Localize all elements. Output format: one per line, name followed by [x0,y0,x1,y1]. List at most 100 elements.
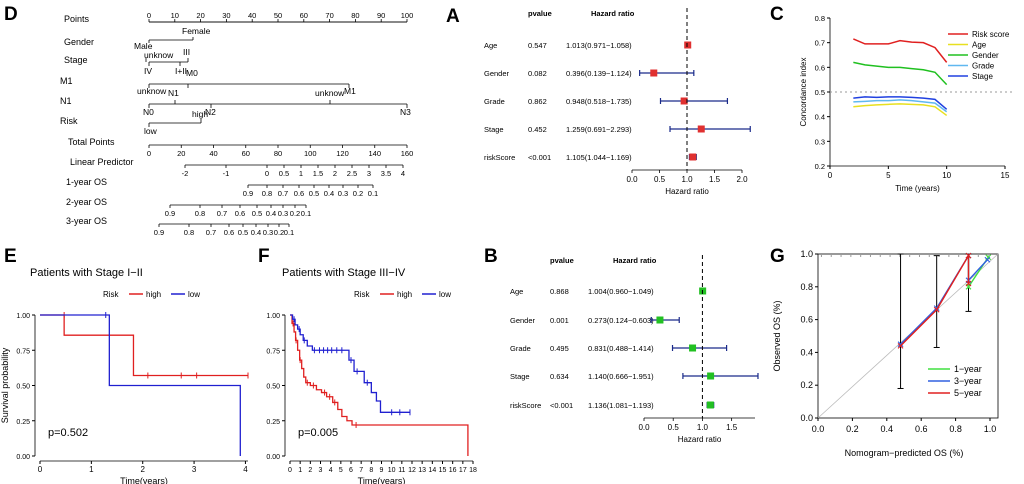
forest-row-label: Grade [484,97,505,106]
forest-hr-marker [707,372,715,380]
panel-letter-g: G [770,246,785,267]
forest-row-label: riskScore [484,153,515,162]
km-x-tick-label: 11 [398,467,405,474]
km-y-tick-label: 0.50 [266,384,280,391]
cindex-series-line [853,61,948,86]
calib-legend-label: 3−year [954,376,982,386]
km-x-tick-label: 0 [38,465,43,474]
nomo-points-tick-label: 50 [274,11,282,20]
km-x-tick-label: 7 [359,467,363,474]
forest-row-hr-text: 0.396(0.139−1.124) [566,69,632,78]
nomo-lp-tick-label: -1 [223,169,230,178]
nomo-os1-tick-label: 0.1 [368,189,378,198]
nomo-stage-iii: III [183,47,190,57]
forest-x-label: Hazard ratio [678,435,722,444]
calib-x-tick-label: 0.6 [915,424,928,434]
calib-y-tick-label: 0.0 [800,413,813,423]
nomo-os2-tick-label: 0.5 [252,209,262,218]
km-x-tick-label: 8 [369,467,373,474]
nomo-risk-high: high [192,109,208,119]
nomo-os2-tick-label: 0.2 [290,209,300,218]
nomo-os2-tick-label: 0.7 [217,209,227,218]
forest-hr-marker [650,69,658,77]
nomo-os3-tick-label: 0.6 [224,228,234,237]
nomo-os1-tick-label: 0.2 [353,189,363,198]
calib-y-tick-label: 0.6 [800,315,813,325]
km-curve [40,314,241,456]
panel-letter-c: C [770,4,784,25]
km-legend-label: low [188,290,200,299]
nomo-m1-m0: M0 [186,68,198,78]
nomo-m1-unknow: unknow [137,86,167,96]
km-x-tick-label: 2 [308,467,312,474]
km-y-tick-label: 0.25 [266,419,280,426]
forest-x-tick-label: 2.0 [736,175,748,184]
cindex-legend-label: Grade [972,62,995,71]
nomo-label-points: Points [64,14,90,24]
calib-x-label: Nomogram−predicted OS (%) [845,448,964,458]
km-pvalue: p=0.502 [48,427,88,439]
nomo-label-stage: Stage [64,55,88,65]
forest-row-hr-text: 1.105(1.044−1.169) [566,153,632,162]
nomo-label-os3: 3-year OS [66,216,107,226]
km-y-tick-label: 1.00 [16,313,30,320]
km-y-tick-label: 0.00 [266,454,280,461]
forest-row-label: Stage [510,372,530,381]
panel-letter-f: F [258,246,270,267]
nomo-label-os1: 1-year OS [66,177,107,187]
nomo-stage-iv: IV [144,66,152,76]
forest-x-tick-label: 0.0 [626,175,638,184]
nomo-risk-low: low [144,126,158,136]
nomo-total-tick-label: 160 [401,149,414,158]
cindex-y-tick-label: 0.8 [815,14,825,23]
cindex-x-tick-label: 10 [942,171,951,180]
forest-row-label: Gender [484,69,510,78]
nomo-lp-tick-label: -2 [182,169,189,178]
forest-plot-b: pvalue Hazard ratio Age 0.868 1.004(0.960−1.… [510,255,759,444]
cindex-x-tick-label: 15 [1001,171,1010,180]
calib-point-marker [933,306,940,313]
nomo-points-tick-label: 100 [401,11,414,20]
nomo-os2-tick-label: 0.8 [195,209,205,218]
cindex-series-line [853,99,948,113]
cindex-y-label: Concordance index [799,58,808,127]
km-y-tick-label: 0.75 [266,348,280,355]
calib-x-tick-label: 0.0 [812,424,825,434]
calib-y-tick-label: 1.0 [800,249,813,259]
calib-x-tick-label: 0.4 [881,424,894,434]
nomo-lp-tick-label: 3.5 [381,169,391,178]
km-y-tick-label: 0.00 [16,454,30,461]
nomo-points-tick-label: 80 [351,11,359,20]
nomo-n1-n3: N3 [400,107,411,117]
forest-hr-marker [656,316,664,324]
km-legend-label: high [146,290,161,299]
forest-row-pvalue: <0.001 [528,153,551,162]
nomo-n1-n2: N2 [205,107,216,117]
cindex-y-tick-label: 0.2 [815,162,825,171]
nomogram: Points Gender Stage M1 N1 Risk Total Poi… [60,11,413,237]
calib-series-line [900,253,970,347]
forest-row-hr-text: 1.013(0.971−1.058) [566,41,632,50]
nomo-gender-male: Male [134,41,153,51]
calib-legend-label: 5−year [954,388,982,398]
nomo-lp-tick-label: 4 [401,169,405,178]
forest-row-hr-text: 1.259(0.691−2.293) [566,125,632,134]
nomo-os3-tick-label: 0.2 [274,228,284,237]
cindex-x-tick-label: 0 [828,171,833,180]
km-title: Patients with Stage III−IV [282,267,406,279]
km-x-tick-label: 12 [408,467,416,474]
km-x-tick-label: 14 [428,467,436,474]
forest-row-label: Age [484,41,497,50]
nomo-os3-tick-label: 0.1 [284,228,294,237]
forest-hr-marker [689,344,697,352]
km-x-tick-label: 5 [339,467,343,474]
nomo-label-m1: M1 [60,76,73,86]
calibration-chart: 0.0 0.2 0.4 0.6 0.8 1.0 0.0 0.2 0.4 0.6 0.8 1.0 Nomo… [772,249,999,458]
nomo-os2-tick-label: 0.6 [235,209,245,218]
nomo-lp-tick-label: 0.5 [279,169,289,178]
km-plot-e: Patients with Stage I−II Risk high low 0 1 2 3 4… [0,267,249,484]
km-x-label: Time(years) [358,476,406,484]
km-x-tick-label: 0 [288,467,292,474]
calib-series-line [967,255,989,290]
nomo-os1-tick-label: 0.4 [324,189,334,198]
